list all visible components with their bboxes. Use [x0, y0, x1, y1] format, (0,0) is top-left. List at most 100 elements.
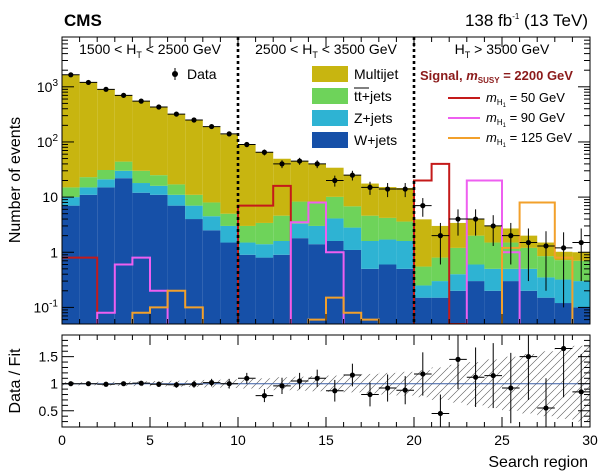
data-point [279, 161, 285, 167]
zjets-bar [326, 218, 344, 241]
zjets-bar [484, 268, 502, 291]
wjets-bar [502, 281, 520, 324]
ratio-point [103, 381, 109, 387]
data-point [385, 186, 391, 192]
legend-data-label: Data [187, 66, 217, 82]
y-tick-label: 102 [37, 133, 59, 150]
x-tick-label: 25 [494, 432, 510, 448]
ratio-point [226, 381, 232, 387]
luminosity-label: 138 fb-1 (13 TeV) [465, 11, 588, 30]
data-point [68, 72, 74, 78]
multijet-bar [220, 134, 238, 214]
ttbar-bar [220, 213, 238, 226]
ttbar-bar [238, 225, 256, 243]
x-tick-label: 5 [146, 432, 154, 448]
wjets-bar [97, 187, 115, 324]
ratio-point [314, 375, 320, 381]
data-point [420, 203, 426, 209]
data-point [261, 149, 267, 155]
ratio-point [402, 387, 408, 393]
y-tick-label: 103 [37, 78, 59, 95]
ttbar-bar [378, 217, 397, 240]
data-point [191, 117, 197, 123]
wjets-bar [449, 290, 467, 324]
zjets-bar [79, 187, 98, 195]
data-point [490, 223, 496, 229]
data-point [209, 123, 215, 130]
region-label: 2500 < HT < 3500 GeV [255, 41, 397, 60]
legend-ttbar-label: tt+jets [354, 88, 392, 104]
data-point [455, 216, 461, 222]
zjets-bar [466, 264, 485, 282]
ttbar-bar [97, 170, 115, 180]
zjets-bar [62, 197, 80, 206]
data-point [244, 141, 250, 148]
legend-data-entry: Data [172, 66, 217, 82]
x-tick-label: 10 [230, 432, 246, 448]
wjets-bar [308, 244, 326, 324]
legend-ttbar-swatch [312, 88, 348, 104]
main-y-axis-title: Number of events [7, 117, 24, 243]
zjets-bar [202, 216, 221, 231]
legend-h50-label: mH1 = 50 GeV [486, 90, 565, 109]
wjets-bar [150, 194, 168, 324]
zjets-bar [378, 239, 397, 265]
ratio-axis-ticks: 0.5 1 1.5 0 5 10 15 20 25 30 [39, 335, 598, 448]
ratio-point [244, 375, 250, 381]
multijet-bar [414, 219, 432, 267]
legend-wjets-label: W+jets [354, 132, 397, 148]
wjets-bar [132, 192, 150, 324]
ratio-point [367, 391, 373, 398]
ratio-point [191, 381, 197, 387]
data-point [297, 158, 303, 164]
ratio-y-tick-label: 1 [50, 376, 58, 392]
wjets-bar [431, 297, 450, 324]
zjets-bar [238, 242, 256, 255]
wjets-bar [554, 303, 573, 324]
multijet-bar [378, 187, 397, 218]
zjets-bar [414, 285, 432, 298]
wjets-bar [378, 264, 397, 324]
data-point [138, 98, 144, 104]
multijet-bar [308, 163, 326, 203]
ttbar-bar [62, 187, 80, 198]
experiment-label: CMS [64, 11, 102, 30]
zjets-bar [97, 179, 115, 188]
multijet-bar [290, 160, 309, 202]
ttbar-bar [343, 206, 362, 228]
zjets-bar [167, 194, 186, 206]
wjets-bar [466, 281, 485, 324]
ratio-point [508, 385, 514, 391]
x-axis-title: Search region [488, 454, 588, 471]
y-tick-label: 10-1 [34, 298, 59, 315]
zjets-bar [361, 240, 379, 269]
x-tick-label: 0 [58, 432, 66, 448]
zjets-bar [502, 268, 520, 282]
ttbar-bar [396, 221, 414, 241]
wjets-bar [220, 242, 238, 324]
data-point [402, 186, 408, 192]
data-point [437, 233, 443, 239]
legend-multijet-label: Multijet [354, 66, 398, 82]
zjets-bar [220, 225, 238, 243]
ratio-point [156, 381, 162, 387]
zjets-bar [572, 281, 590, 308]
multijet-bar [255, 152, 274, 223]
ttbar-bar [484, 242, 502, 269]
ttbar-bar [185, 194, 203, 206]
wjets-bar [396, 268, 414, 324]
multijet-bar [97, 89, 115, 171]
zjets-bar [449, 274, 467, 291]
ratio-point [138, 380, 144, 386]
ratio-point [297, 378, 303, 384]
multijet-bar [343, 175, 362, 207]
wjets-bar [273, 254, 291, 324]
multijet-bar [396, 188, 414, 222]
ttbar-bar [202, 202, 221, 217]
multijet-bar [273, 158, 291, 216]
wjets-bar [238, 254, 256, 324]
ttbar-bar [79, 177, 98, 188]
zjets-bar [273, 240, 291, 255]
legend-signal: Signal, mSUSY = 2200 GeV mH1 = 50 GeV mH… [420, 68, 573, 149]
